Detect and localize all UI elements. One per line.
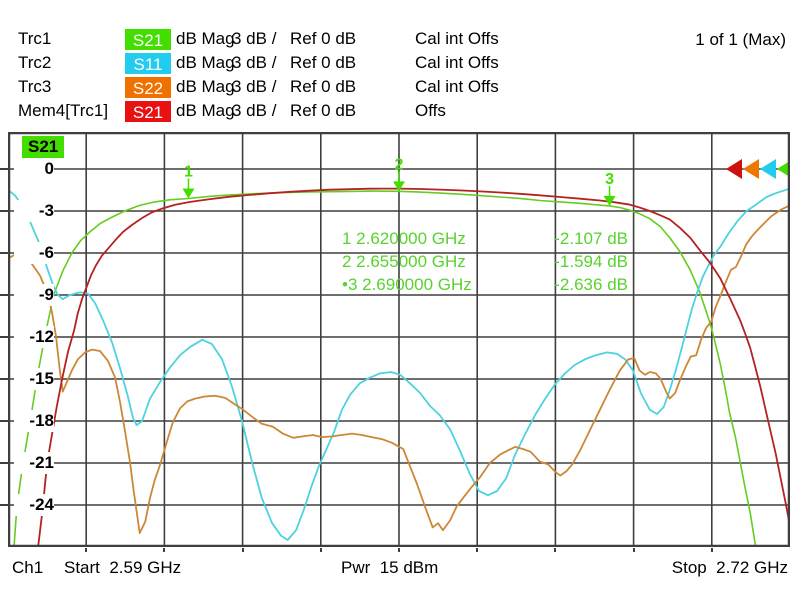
- trace-scale: 3 dB /: [232, 53, 277, 72]
- y-axis-label: -9: [14, 284, 54, 306]
- y-axis-tick: [0, 210, 8, 212]
- y-axis-label: -15: [14, 368, 54, 390]
- marker-readout-freq: 1 2.620000 GHz: [342, 229, 466, 248]
- y-axis-tick: [0, 504, 8, 506]
- trace-format: dB Mag: [176, 77, 235, 96]
- ref-arrow-3[interactable]: [760, 159, 776, 180]
- trace-name: Trc3: [18, 77, 52, 96]
- trace-name: Trc2: [18, 53, 52, 72]
- trace-4-curve: [37, 187, 790, 547]
- marker-3-symbol[interactable]: [603, 195, 616, 206]
- trace-scale: 3 dB /: [232, 29, 277, 48]
- trace-ref-level: Ref 0 dB: [290, 29, 357, 48]
- marker-readout-row: •3 2.690000 GHz -2.636 dB: [342, 273, 628, 296]
- trace-param-chip[interactable]: S22: [125, 77, 171, 98]
- marker-1-symbol[interactable]: [182, 188, 195, 199]
- trace-cal-status: Cal int Offs: [415, 77, 499, 96]
- y-axis-label: -12: [14, 326, 54, 348]
- y-axis-label: -24: [14, 494, 54, 516]
- trace-row-Trc2[interactable]: Trc2 S11 dB Mag 3 dB / Ref 0 dB Cal int Offs: [0, 51, 800, 75]
- x-axis-tick: [632, 548, 635, 552]
- trace-scale: 3 dB /: [232, 101, 277, 120]
- marker-readout-value: -2.636 dB: [554, 275, 628, 294]
- stop-frequency: Stop 2.72 GHz: [671, 558, 788, 577]
- trace-format: dB Mag: [176, 101, 235, 120]
- y-axis-label: -6: [14, 242, 54, 264]
- x-axis-tick: [554, 548, 557, 552]
- trace-format: dB Mag: [176, 29, 235, 48]
- y-axis-tick: [0, 336, 8, 338]
- marker-readout-freq: •3 2.690000 GHz: [342, 275, 472, 294]
- ref-arrow-2[interactable]: [743, 159, 759, 180]
- y-axis-label: -3: [14, 200, 54, 222]
- trace-list: Trc1 S21 dB Mag 3 dB / Ref 0 dB Cal int Offs T…: [0, 27, 800, 123]
- plot-border: [8, 132, 790, 547]
- marker-readout-row: 2 2.655000 GHz -1.594 dB: [342, 250, 628, 273]
- trace-2-curve: [8, 187, 790, 541]
- status-bar: Ch1 Start 2.59 GHz Pwr 15 dBm Stop 2.72 …: [0, 556, 800, 580]
- trace-cal-status: Offs: [415, 101, 446, 120]
- y-axis-tick: [0, 420, 8, 422]
- trace-row-Trc3[interactable]: Trc3 S22 dB Mag 3 dB / Ref 0 dB Cal int Offs: [0, 75, 800, 99]
- ref-arrow-4[interactable]: [777, 159, 790, 179]
- ref-arrow-1[interactable]: [726, 159, 742, 180]
- trace-name: Trc1: [18, 29, 52, 48]
- trace-format: dB Mag: [176, 53, 235, 72]
- y-axis-tick: [0, 252, 8, 254]
- power-level: Pwr 15 dBm: [341, 558, 439, 577]
- x-axis-tick: [85, 548, 88, 552]
- marker-readout-row: 1 2.620000 GHz -2.107 dB: [342, 227, 628, 250]
- marker-readout: 1 2.620000 GHz -2.107 dB 2 2.655000 GHz -1.…: [342, 227, 628, 296]
- trace-row-Mem4[Trc1][interactable]: Mem4[Trc1] S21 dB Mag 3 dB / Ref 0 dB Offs: [0, 99, 800, 123]
- plot-area: 1 2 3 S21 0 -3 -6 -9 -12 -15 -18 -21 -24 1 2.62000…: [8, 132, 790, 547]
- y-axis-label: -18: [14, 410, 54, 432]
- trace-name: Mem4[Trc1]: [18, 101, 109, 120]
- y-axis-tick: [0, 462, 8, 464]
- marker-1-label: 1: [184, 163, 193, 180]
- trace-param-chip[interactable]: S21: [125, 29, 171, 50]
- trace-param-chip[interactable]: S11: [125, 53, 171, 74]
- y-axis-label: -21: [14, 452, 54, 474]
- marker-readout-value: -2.107 dB: [554, 229, 628, 248]
- trace-scale: 3 dB /: [232, 77, 277, 96]
- y-axis-tick: [0, 168, 8, 170]
- y-axis-tick: [0, 294, 8, 296]
- trace-3-curve: [8, 204, 790, 534]
- trace-count-indicator: 1 of 1 (Max): [695, 30, 786, 49]
- trace-cal-status: Cal int Offs: [415, 53, 499, 72]
- x-axis-tick: [319, 548, 322, 552]
- marker-2-label: 2: [395, 156, 404, 173]
- start-frequency: Start 2.59 GHz: [64, 558, 182, 577]
- marker-3-label: 3: [605, 171, 614, 188]
- trace-ref-level: Ref 0 dB: [290, 77, 357, 96]
- measurement-chart: 1 2 3: [8, 132, 790, 547]
- x-axis-tick: [241, 548, 244, 552]
- trace-ref-level: Ref 0 dB: [290, 53, 357, 72]
- y-axis-tick: [0, 378, 8, 380]
- trace-param-chip[interactable]: S21: [125, 101, 171, 122]
- trace-row-Trc1[interactable]: Trc1 S21 dB Mag 3 dB / Ref 0 dB Cal int Offs: [0, 27, 800, 51]
- marker-readout-freq: 2 2.655000 GHz: [342, 252, 466, 271]
- x-axis-tick: [476, 548, 479, 552]
- trace-1-curve: [13, 190, 757, 547]
- x-axis-tick: [710, 548, 713, 552]
- active-trace-label: S21: [22, 136, 65, 158]
- y-axis-label: 0: [14, 158, 54, 180]
- trace-ref-level: Ref 0 dB: [290, 101, 357, 120]
- x-axis-tick: [398, 548, 400, 552]
- channel-label: Ch1: [12, 558, 44, 577]
- marker-2-symbol[interactable]: [393, 181, 405, 192]
- marker-readout-value: -1.594 dB: [554, 252, 628, 271]
- x-axis-tick: [163, 548, 166, 552]
- trace-cal-status: Cal int Offs: [415, 29, 499, 48]
